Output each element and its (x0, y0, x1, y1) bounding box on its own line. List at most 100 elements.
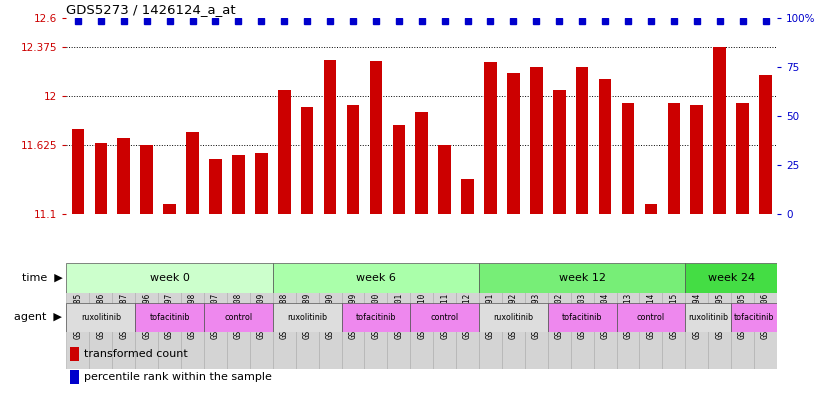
Text: GSM1105910: GSM1105910 (417, 293, 426, 340)
Text: ruxolitinib: ruxolitinib (494, 313, 534, 322)
Text: GSM1105904: GSM1105904 (601, 293, 610, 340)
Bar (416, 112, 428, 214)
Bar (273, 263, 479, 293)
Bar (686, 263, 777, 293)
Bar (507, 73, 519, 214)
Text: GSM1105898: GSM1105898 (188, 293, 197, 340)
Bar (209, 159, 222, 214)
Bar (548, 291, 571, 369)
Text: control: control (637, 313, 665, 322)
Bar (365, 291, 387, 369)
Text: ruxolitinib: ruxolitinib (81, 313, 121, 322)
Text: GSM1105901: GSM1105901 (395, 293, 403, 340)
Bar (181, 291, 204, 369)
Bar (296, 291, 318, 369)
Bar (411, 291, 433, 369)
Bar (140, 145, 153, 214)
Bar (250, 291, 273, 369)
Bar (433, 291, 456, 369)
Bar (571, 291, 593, 369)
Text: tofacitinib: tofacitinib (562, 313, 602, 322)
Text: transformed count: transformed count (84, 349, 188, 359)
Text: GSM1105894: GSM1105894 (692, 293, 701, 340)
Bar (318, 291, 342, 369)
Bar (599, 79, 612, 214)
Bar (691, 105, 703, 214)
Bar (301, 107, 313, 214)
Bar (164, 204, 176, 214)
Bar (731, 291, 754, 369)
Bar (593, 291, 617, 369)
Bar (484, 62, 497, 214)
Text: GSM1105887: GSM1105887 (120, 293, 128, 340)
Bar (502, 291, 525, 369)
Text: tofacitinib: tofacitinib (356, 313, 396, 322)
Text: week 12: week 12 (558, 273, 606, 283)
Text: GSM1105889: GSM1105889 (302, 293, 312, 340)
Text: GSM1105893: GSM1105893 (532, 293, 541, 340)
Bar (158, 291, 181, 369)
Bar (662, 291, 686, 369)
Bar (324, 60, 337, 214)
Bar (622, 103, 634, 214)
Bar (731, 303, 777, 332)
Bar (255, 152, 268, 214)
Bar (70, 370, 79, 384)
Text: GSM1105902: GSM1105902 (555, 293, 563, 340)
Bar (387, 291, 411, 369)
Text: GSM1105897: GSM1105897 (165, 293, 175, 340)
Text: GSM1105914: GSM1105914 (647, 293, 656, 340)
Bar (736, 103, 749, 214)
Text: GSM1105912: GSM1105912 (463, 293, 472, 340)
Text: tofacitinib: tofacitinib (150, 313, 189, 322)
Bar (708, 291, 731, 369)
Bar (71, 129, 84, 214)
Bar (392, 125, 406, 214)
Bar (112, 291, 135, 369)
Bar (645, 204, 657, 214)
Bar (525, 291, 548, 369)
Text: GSM1105905: GSM1105905 (738, 293, 747, 340)
Text: ruxolitinib: ruxolitinib (688, 313, 728, 322)
Bar (186, 132, 199, 214)
Text: GSM1105913: GSM1105913 (623, 293, 632, 340)
Bar (686, 291, 708, 369)
Text: GSM1105888: GSM1105888 (280, 293, 288, 340)
Bar (438, 145, 451, 214)
Text: GSM1105885: GSM1105885 (73, 293, 82, 340)
Text: GSM1105908: GSM1105908 (234, 293, 243, 340)
Text: time  ▶: time ▶ (22, 273, 62, 283)
Text: GSM1105915: GSM1105915 (669, 293, 678, 340)
Text: percentile rank within the sample: percentile rank within the sample (84, 372, 272, 382)
Bar (232, 155, 244, 214)
Text: GSM1105891: GSM1105891 (486, 293, 495, 340)
Bar (479, 291, 502, 369)
Text: tofacitinib: tofacitinib (734, 313, 774, 322)
Bar (66, 303, 135, 332)
Bar (370, 61, 382, 214)
Bar (135, 303, 204, 332)
Text: GSM1105906: GSM1105906 (761, 293, 770, 340)
Bar (278, 90, 291, 214)
Text: GSM1105911: GSM1105911 (440, 293, 449, 340)
Bar (204, 291, 227, 369)
Bar (95, 143, 107, 214)
Text: GSM1105886: GSM1105886 (96, 293, 106, 340)
Bar (135, 291, 158, 369)
Text: GSM1105909: GSM1105909 (257, 293, 266, 340)
Text: GSM1105892: GSM1105892 (509, 293, 518, 340)
Bar (66, 291, 90, 369)
Text: GSM1105896: GSM1105896 (142, 293, 151, 340)
Bar (342, 303, 411, 332)
Bar (273, 291, 296, 369)
Bar (227, 291, 250, 369)
Bar (342, 291, 365, 369)
Bar (553, 90, 566, 214)
Text: GSM1105907: GSM1105907 (211, 293, 220, 340)
Bar (640, 291, 662, 369)
Bar (456, 291, 479, 369)
Text: GSM1105899: GSM1105899 (348, 293, 357, 340)
Bar (760, 75, 772, 214)
Bar (617, 291, 640, 369)
Text: control: control (430, 313, 459, 322)
